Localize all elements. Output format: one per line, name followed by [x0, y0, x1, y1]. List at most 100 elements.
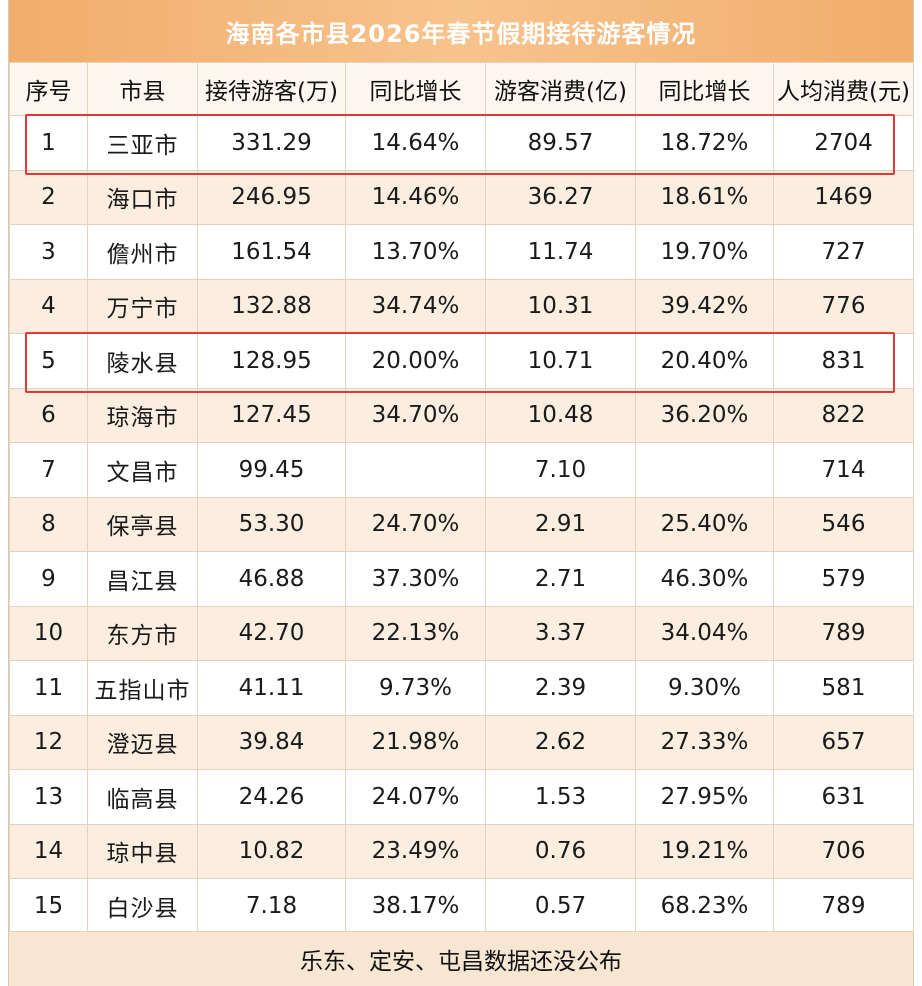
cell-visitors-growth: 14.46% — [345, 169, 486, 225]
table-title: 海南各市县2026年春节假期接待游客情况 — [9, 0, 913, 62]
cell-city: 海口市 — [87, 169, 198, 225]
cell-city: 五指山市 — [87, 660, 198, 716]
cell-visitors: 53.30 — [197, 496, 346, 552]
cell-city: 白沙县 — [87, 878, 198, 934]
cell-spending: 7.10 — [485, 442, 636, 498]
table-row: 11 五指山市 41.11 9.73% 2.39 9.30% 581 — [9, 660, 914, 716]
table-row: 1 三亚市 331.29 14.64% 89.57 18.72% 2704 — [9, 115, 914, 171]
cell-index: 4 — [9, 278, 88, 334]
cell-visitors-growth: 34.74% — [345, 278, 486, 334]
cell-per-capita: 822 — [773, 387, 914, 443]
cell-visitors: 7.18 — [197, 878, 346, 934]
cell-spending-growth: 20.40% — [635, 333, 774, 389]
cell-spending: 10.31 — [485, 278, 636, 334]
cell-per-capita: 1469 — [773, 169, 914, 225]
cell-index: 1 — [9, 115, 88, 171]
cell-visitors-growth: 24.07% — [345, 769, 486, 825]
table-row: 8 保亭县 53.30 24.70% 2.91 25.40% 546 — [9, 496, 914, 552]
cell-spending: 2.39 — [485, 660, 636, 716]
table-row: 5 陵水县 128.95 20.00% 10.71 20.40% 831 — [9, 333, 914, 389]
cell-spending-growth: 27.95% — [635, 769, 774, 825]
cell-spending-growth: 9.30% — [635, 660, 774, 716]
cell-per-capita: 657 — [773, 714, 914, 770]
cell-visitors: 127.45 — [197, 387, 346, 443]
cell-index: 15 — [9, 878, 88, 934]
cell-city: 保亭县 — [87, 496, 198, 552]
cell-index: 8 — [9, 496, 88, 552]
header-per-capita: 人均消费(元) — [773, 62, 914, 116]
cell-index: 12 — [9, 714, 88, 770]
cell-per-capita: 789 — [773, 605, 914, 661]
table-row: 12 澄迈县 39.84 21.98% 2.62 27.33% 657 — [9, 714, 914, 770]
cell-visitors: 246.95 — [197, 169, 346, 225]
header-visitors-growth: 同比增长 — [345, 62, 486, 116]
cell-index: 5 — [9, 333, 88, 389]
cell-visitors-growth: 23.49% — [345, 823, 486, 879]
cell-visitors: 128.95 — [197, 333, 346, 389]
cell-spending-growth: 46.30% — [635, 551, 774, 607]
cell-spending-growth: 68.23% — [635, 878, 774, 934]
cell-city: 儋州市 — [87, 224, 198, 280]
cell-spending: 89.57 — [485, 115, 636, 171]
cell-spending-growth: 19.21% — [635, 823, 774, 879]
table-row: 4 万宁市 132.88 34.74% 10.31 39.42% 776 — [9, 278, 914, 334]
cell-index: 3 — [9, 224, 88, 280]
cell-spending: 0.76 — [485, 823, 636, 879]
cell-per-capita: 789 — [773, 878, 914, 934]
cell-visitors: 41.11 — [197, 660, 346, 716]
cell-per-capita: 831 — [773, 333, 914, 389]
cell-spending: 10.48 — [485, 387, 636, 443]
table-row: 2 海口市 246.95 14.46% 36.27 18.61% 1469 — [9, 169, 914, 225]
cell-per-capita: 579 — [773, 551, 914, 607]
cell-visitors-growth: 13.70% — [345, 224, 486, 280]
cell-visitors-growth: 24.70% — [345, 496, 486, 552]
cell-spending: 36.27 — [485, 169, 636, 225]
cell-visitors: 39.84 — [197, 714, 346, 770]
cell-visitors: 46.88 — [197, 551, 346, 607]
cell-spending: 0.57 — [485, 878, 636, 934]
cell-spending: 2.62 — [485, 714, 636, 770]
cell-spending-growth: 25.40% — [635, 496, 774, 552]
cell-city: 万宁市 — [87, 278, 198, 334]
cell-spending-growth: 36.20% — [635, 387, 774, 443]
cell-spending: 3.37 — [485, 605, 636, 661]
cell-visitors-growth: 34.70% — [345, 387, 486, 443]
cell-spending-growth — [635, 442, 774, 498]
cell-visitors-growth: 14.64% — [345, 115, 486, 171]
cell-visitors-growth: 22.13% — [345, 605, 486, 661]
cell-visitors: 132.88 — [197, 278, 346, 334]
cell-spending: 11.74 — [485, 224, 636, 280]
cell-spending-growth: 18.72% — [635, 115, 774, 171]
header-spending-growth: 同比增长 — [635, 62, 774, 116]
cell-visitors: 10.82 — [197, 823, 346, 879]
data-table: 序号 市县 接待游客(万) 同比增长 游客消费(亿) 同比增长 人均消费(元) … — [9, 62, 914, 934]
cell-per-capita: 546 — [773, 496, 914, 552]
cell-city: 临高县 — [87, 769, 198, 825]
cell-per-capita: 776 — [773, 278, 914, 334]
cell-per-capita: 714 — [773, 442, 914, 498]
header-visitors: 接待游客(万) — [197, 62, 346, 116]
cell-visitors-growth — [345, 442, 486, 498]
cell-index: 6 — [9, 387, 88, 443]
cell-spending-growth: 34.04% — [635, 605, 774, 661]
cell-index: 10 — [9, 605, 88, 661]
cell-index: 9 — [9, 551, 88, 607]
cell-spending-growth: 19.70% — [635, 224, 774, 280]
cell-city: 三亚市 — [87, 115, 198, 171]
table-row: 15 白沙县 7.18 38.17% 0.57 68.23% 789 — [9, 878, 914, 934]
header-spending: 游客消费(亿) — [485, 62, 636, 116]
cell-city: 昌江县 — [87, 551, 198, 607]
cell-per-capita: 706 — [773, 823, 914, 879]
cell-index: 14 — [9, 823, 88, 879]
cell-per-capita: 727 — [773, 224, 914, 280]
cell-spending: 10.71 — [485, 333, 636, 389]
cell-visitors-growth: 9.73% — [345, 660, 486, 716]
cell-index: 11 — [9, 660, 88, 716]
cell-city: 文昌市 — [87, 442, 198, 498]
cell-index: 7 — [9, 442, 88, 498]
table-row: 13 临高县 24.26 24.07% 1.53 27.95% 631 — [9, 769, 914, 825]
cell-spending-growth: 18.61% — [635, 169, 774, 225]
cell-per-capita: 631 — [773, 769, 914, 825]
header-city: 市县 — [87, 62, 198, 116]
cell-visitors: 331.29 — [197, 115, 346, 171]
